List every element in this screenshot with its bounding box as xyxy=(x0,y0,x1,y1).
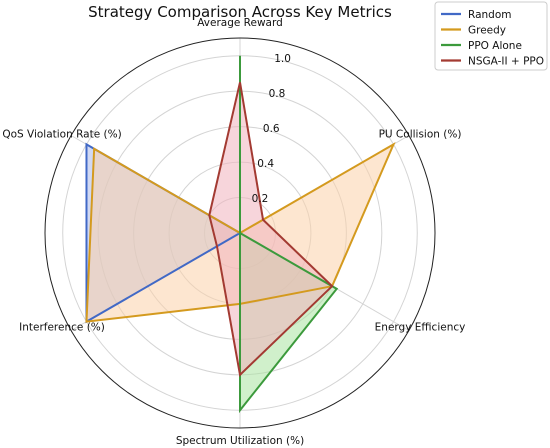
legend-entry: NSGA-II + PPO xyxy=(468,56,544,68)
axis-label: Energy Efficiency xyxy=(375,322,466,334)
legend: Random Greedy PPO Alone NSGA-II + PPO xyxy=(434,1,548,71)
axis-label: Interference (%) xyxy=(19,322,105,334)
radial-tick-labels: 0.2 0.4 0.6 0.8 1.0 xyxy=(252,53,291,205)
axis-label: Spectrum Utilization (%) xyxy=(176,435,304,447)
axis-label: QoS Violation Rate (%) xyxy=(2,129,121,141)
series-line xyxy=(208,82,334,377)
legend-items: Random Greedy PPO Alone NSGA-II + PPO xyxy=(441,9,544,68)
radial-tick-label: 1.0 xyxy=(274,53,291,65)
axis-label: Average Reward xyxy=(197,17,283,29)
series-lines xyxy=(85,55,396,414)
radial-tick-label: 0.2 xyxy=(252,193,269,205)
series-line xyxy=(239,55,339,414)
radial-tick-label: 0.6 xyxy=(263,123,280,135)
radial-tick-label: 0.4 xyxy=(257,158,274,170)
legend-entry: Random xyxy=(468,9,511,21)
outer-frame xyxy=(44,37,436,429)
legend-frame xyxy=(434,1,548,71)
radial-tick-label: 0.8 xyxy=(269,88,286,100)
legend-entry: PPO Alone xyxy=(468,40,522,52)
axis-label: PU Collision (%) xyxy=(379,129,462,141)
legend-entry: Greedy xyxy=(468,25,506,37)
axis-labels: Average Reward PU Collision (%) Energy Eff… xyxy=(2,17,465,447)
outer-circle xyxy=(44,37,436,429)
chart-title: Strategy Comparison Across Key Metrics xyxy=(88,3,392,21)
